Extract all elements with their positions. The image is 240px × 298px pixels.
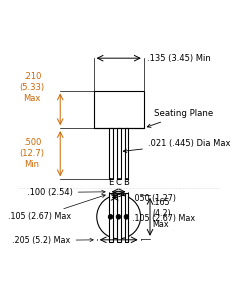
Text: .135 (3.45) Min: .135 (3.45) Min — [147, 54, 211, 63]
Bar — [125, 128, 128, 179]
Text: E: E — [108, 178, 113, 187]
Circle shape — [124, 215, 129, 219]
Text: .100 (2.54): .100 (2.54) — [27, 188, 105, 197]
Text: .105 (2.67) Max: .105 (2.67) Max — [132, 214, 195, 223]
Text: .165
(4.2)
Max: .165 (4.2) Max — [152, 198, 171, 229]
Bar — [125, 193, 128, 242]
Bar — [117, 128, 120, 179]
Text: C: C — [115, 178, 121, 187]
Text: .050 (1.27): .050 (1.27) — [132, 194, 176, 203]
Bar — [94, 91, 144, 128]
Text: Seating Plane: Seating Plane — [147, 109, 213, 127]
Text: .210
(5.33)
Max: .210 (5.33) Max — [19, 72, 45, 103]
Bar — [109, 128, 113, 179]
Text: .500
(12.7)
Min: .500 (12.7) Min — [19, 138, 45, 169]
Text: .205 (5.2) Max: .205 (5.2) Max — [12, 236, 93, 245]
Text: .021 (.445) Dia Max: .021 (.445) Dia Max — [123, 139, 230, 153]
Circle shape — [97, 195, 141, 239]
Bar — [109, 193, 113, 242]
Text: B: B — [123, 178, 129, 187]
Circle shape — [108, 215, 113, 219]
Text: .105 (2.67) Max: .105 (2.67) Max — [7, 195, 105, 221]
Bar — [117, 193, 120, 242]
Circle shape — [116, 215, 121, 219]
